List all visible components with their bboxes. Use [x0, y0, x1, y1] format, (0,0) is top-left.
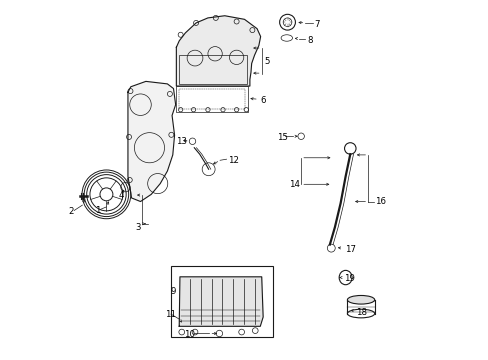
Text: 17: 17 — [344, 245, 355, 254]
Text: 15: 15 — [276, 133, 287, 142]
Polygon shape — [176, 16, 260, 86]
Text: 7: 7 — [314, 20, 319, 29]
Bar — [176, 86, 247, 112]
Text: 1: 1 — [94, 206, 100, 215]
Text: 6: 6 — [260, 96, 265, 105]
Text: 8: 8 — [306, 36, 312, 45]
Text: 5: 5 — [264, 57, 269, 66]
Bar — [171, 266, 273, 337]
Bar — [179, 55, 247, 84]
Text: 16: 16 — [375, 197, 386, 206]
Text: 9: 9 — [171, 287, 176, 296]
Ellipse shape — [346, 296, 374, 304]
Text: 11: 11 — [164, 310, 176, 319]
Bar — [179, 89, 244, 109]
Text: 12: 12 — [227, 156, 239, 165]
Text: 14: 14 — [289, 180, 300, 189]
Text: 10: 10 — [183, 330, 194, 339]
Polygon shape — [128, 81, 175, 202]
Text: 19: 19 — [344, 274, 354, 283]
Text: 4: 4 — [118, 190, 123, 199]
Text: 13: 13 — [176, 137, 187, 146]
Polygon shape — [179, 277, 263, 326]
Text: 3: 3 — [135, 223, 141, 232]
Text: 18: 18 — [356, 308, 366, 317]
Text: 2: 2 — [69, 207, 74, 216]
